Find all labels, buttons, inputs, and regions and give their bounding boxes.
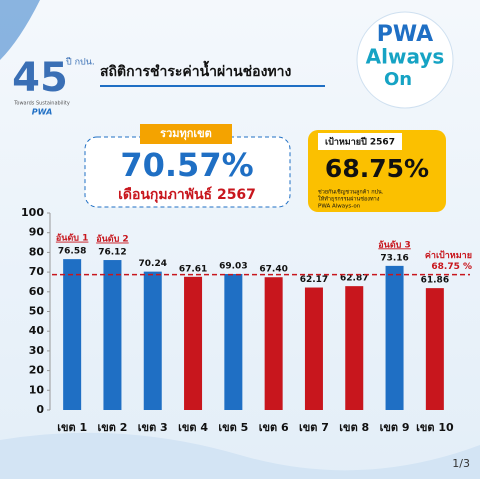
x-tick-label: เขต 1 <box>57 421 87 434</box>
summary-box <box>84 136 291 208</box>
y-tick-label: 50 <box>29 305 45 318</box>
brand-top: PWA <box>377 22 433 47</box>
goal-box <box>308 130 446 212</box>
data-label: 73.16 <box>380 253 408 263</box>
summary-value: 70.57% <box>120 146 253 184</box>
summary-label-bg <box>140 124 232 144</box>
x-tick-label: เขต 6 <box>259 421 289 434</box>
data-label: 62.17 <box>300 275 328 285</box>
decoration <box>0 0 40 60</box>
y-tick-label: 70 <box>29 265 45 278</box>
bar <box>224 274 243 410</box>
data-label: 67.40 <box>259 265 287 275</box>
y-tick-label: 20 <box>29 364 45 377</box>
data-label: 76.58 <box>58 247 86 257</box>
summary-label: รวมทุกเขต <box>160 127 212 141</box>
target-label: 68.75 % <box>431 262 472 272</box>
rank-label: อันดับ 2 <box>96 234 129 245</box>
bar <box>264 277 283 410</box>
brand-bot: On <box>384 69 412 90</box>
data-label: 67.61 <box>179 264 207 274</box>
goal-note: PWA Always-on <box>318 204 361 210</box>
y-tick-label: 100 <box>21 206 44 219</box>
x-tick-label: เขต 8 <box>339 421 369 434</box>
bar <box>385 265 404 410</box>
wave <box>0 432 480 479</box>
y-tick-label: 0 <box>36 403 44 416</box>
logo-tag: Towards Sustainability <box>13 101 70 107</box>
bar <box>345 286 364 410</box>
bar <box>184 276 203 410</box>
x-tick-label: เขต 3 <box>138 421 168 434</box>
data-label: 76.12 <box>98 248 126 258</box>
data-label: 69.03 <box>219 262 247 272</box>
x-tick-label: เขต 7 <box>299 421 329 434</box>
x-tick-label: เขต 2 <box>97 421 127 434</box>
data-label: 70.24 <box>139 259 167 269</box>
title: สถิติการชำระค่าน้ำผ่านช่องทาง <box>100 60 292 80</box>
x-tick-label: เขต 4 <box>178 421 208 434</box>
goal-note: ช่วยกันเชิญชวนลูกค้า กปน. <box>318 189 384 196</box>
x-tick-label: เขต 5 <box>218 421 248 434</box>
summary-period: เดือนกุมภาพันธ์ 2567 <box>118 186 256 203</box>
bar <box>103 260 122 410</box>
y-tick-label: 80 <box>29 245 45 258</box>
y-tick-label: 40 <box>29 324 45 337</box>
rank-label: อันดับ 1 <box>56 233 89 244</box>
bar <box>425 288 444 410</box>
x-tick-label: เขต 9 <box>380 421 410 434</box>
y-tick-label: 30 <box>29 344 45 357</box>
logo-sub: ปี กปน. <box>66 57 95 68</box>
page-number: 1/3 <box>452 457 470 470</box>
goal-value: 68.75% <box>325 154 429 183</box>
goal-label-bg <box>318 133 402 150</box>
bar <box>63 259 82 410</box>
data-label: 62.87 <box>340 274 368 284</box>
bar <box>143 271 162 410</box>
goal-note: ให้ทำธุรกรรมผ่านช่องทาง <box>318 196 380 203</box>
x-tick-label: เขต 10 <box>416 421 454 434</box>
logo-brand: PWA <box>32 108 53 117</box>
bar <box>304 287 323 410</box>
data-label: 61.86 <box>421 276 449 286</box>
rank-label: อันดับ 3 <box>378 239 411 250</box>
logo-number: 45 <box>12 55 68 101</box>
target-title: ค่าเป้าหมาย <box>425 250 472 261</box>
y-tick-label: 10 <box>29 383 45 396</box>
brand-mid: Always <box>366 45 445 69</box>
goal-label: เป้าหมายปี 2567 <box>325 137 395 148</box>
brand-circle <box>356 11 454 109</box>
y-tick-label: 90 <box>29 226 45 239</box>
y-tick-label: 60 <box>29 285 45 298</box>
